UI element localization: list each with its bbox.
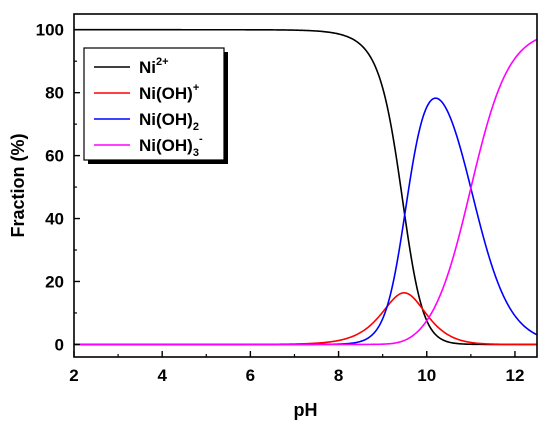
y-tick-label: 20 xyxy=(45,272,64,291)
legend-label-main: Ni(OH) xyxy=(139,84,193,103)
series-line-Ni2+ xyxy=(74,28,537,346)
legend-label-subscript: 3 xyxy=(193,147,199,159)
x-tick-label: 10 xyxy=(417,366,436,385)
x-tick-label: 12 xyxy=(505,366,524,385)
x-tick-label: 4 xyxy=(157,366,167,385)
legend-label-subscript: 2 xyxy=(193,121,199,133)
x-tick-label: 2 xyxy=(69,366,78,385)
legend-label: Ni(OH)3- xyxy=(139,133,203,159)
x-tick-label: 8 xyxy=(334,366,343,385)
legend: Ni2+Ni(OH)+Ni(OH)2Ni(OH)3- xyxy=(83,47,228,164)
y-tick-label: 0 xyxy=(55,335,64,354)
legend-label: Ni2+ xyxy=(139,56,169,77)
legend-label-main: Ni(OH) xyxy=(139,136,193,155)
legend-label-superscript: - xyxy=(199,133,203,145)
legend-label-main: Ni xyxy=(139,58,156,77)
plot-frame xyxy=(73,13,538,358)
y-axis-title: Fraction (%) xyxy=(8,133,28,237)
legend-label: Ni(OH)+ xyxy=(139,82,199,103)
axes-group: 2 4 6 8 10 12 0 20 40 60 80 100 xyxy=(36,21,525,385)
x-axis-title: pH xyxy=(294,400,318,420)
series-line-Ni(OH)3- xyxy=(74,38,537,346)
chart-series-group xyxy=(74,28,537,346)
legend-label-main: Ni(OH) xyxy=(139,110,193,129)
x-tick-label: 6 xyxy=(246,366,255,385)
y-tick-label: 80 xyxy=(45,84,64,103)
legend-label: Ni(OH)2 xyxy=(139,110,199,133)
legend-label-superscript: 2+ xyxy=(156,56,169,68)
y-tick-label: 40 xyxy=(45,210,64,229)
y-tick-label: 100 xyxy=(36,21,64,40)
legend-label-superscript: + xyxy=(193,82,199,94)
y-tick-label: 60 xyxy=(45,147,64,166)
series-line-Ni(OH)+ xyxy=(74,292,537,346)
